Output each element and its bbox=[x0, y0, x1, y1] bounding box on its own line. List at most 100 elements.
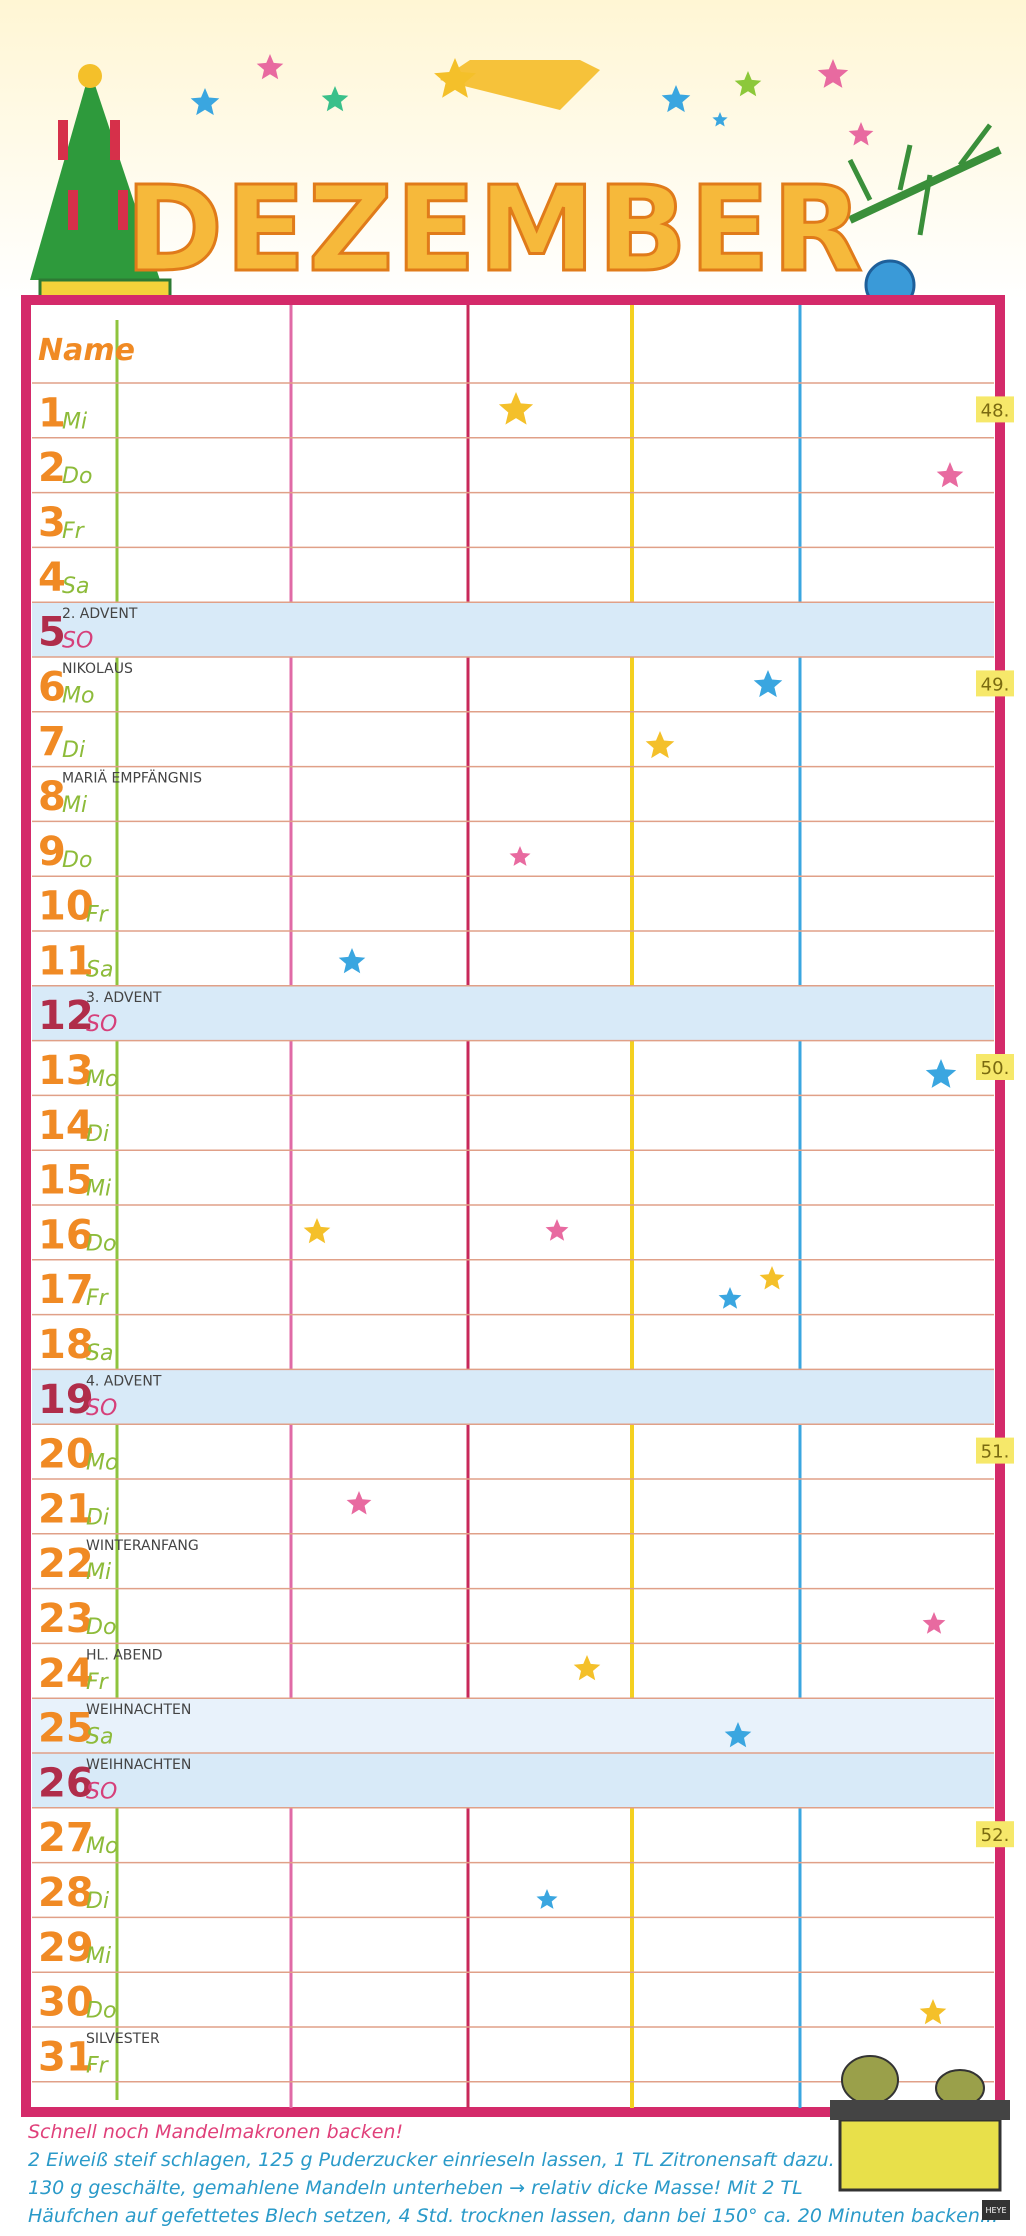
sunday-band bbox=[32, 1369, 994, 1425]
sunday-band bbox=[32, 1698, 994, 1753]
day-number: 17 bbox=[38, 1267, 94, 1313]
recipe-line: 2 Eiweiß steif schlagen, 125 g Puderzuck… bbox=[28, 2149, 835, 2171]
weekday: Di bbox=[86, 1889, 109, 1914]
day-note: HL. ABEND bbox=[86, 1647, 163, 1663]
day-number: 6 bbox=[38, 664, 66, 710]
sunday-band bbox=[32, 602, 994, 657]
weekday: Mi bbox=[62, 793, 87, 818]
star bbox=[545, 1219, 569, 1241]
weekday: Sa bbox=[86, 957, 113, 982]
day-note: WINTERANFANG bbox=[86, 1538, 199, 1554]
weekday: Do bbox=[62, 848, 92, 873]
star bbox=[509, 846, 531, 866]
day-number: 8 bbox=[38, 774, 66, 820]
recipe-title: Schnell noch Mandelmakronen backen! bbox=[28, 2121, 403, 2143]
weekday: Fr bbox=[86, 1286, 110, 1311]
day-number: 15 bbox=[38, 1158, 94, 1204]
day-number: 11 bbox=[38, 938, 94, 984]
weekday: SO bbox=[86, 1396, 117, 1421]
star bbox=[848, 122, 874, 146]
day-number: 27 bbox=[38, 1815, 94, 1861]
day-number: 21 bbox=[38, 1486, 94, 1532]
week-number: 52. bbox=[981, 1825, 1010, 1846]
day-number: 26 bbox=[38, 1760, 94, 1806]
weekday: Di bbox=[62, 738, 85, 763]
day-number: 20 bbox=[38, 1432, 94, 1478]
name-label: Name bbox=[38, 333, 135, 368]
star bbox=[573, 1655, 601, 1681]
day-note: 3. ADVENT bbox=[86, 990, 162, 1006]
week-tag bbox=[976, 670, 1014, 697]
star bbox=[936, 462, 964, 488]
weekday: Mo bbox=[86, 1451, 118, 1476]
sunday-band bbox=[32, 1753, 994, 1808]
star bbox=[321, 86, 349, 112]
star bbox=[724, 1722, 752, 1748]
week-number: 49. bbox=[981, 674, 1010, 695]
star bbox=[817, 59, 849, 88]
star bbox=[303, 1218, 331, 1244]
weekday: Mo bbox=[62, 683, 94, 708]
star bbox=[498, 392, 534, 425]
star bbox=[256, 54, 284, 80]
day-number: 3 bbox=[38, 500, 66, 546]
day-number: 12 bbox=[38, 993, 94, 1039]
day-number: 5 bbox=[38, 610, 66, 656]
star bbox=[922, 1612, 946, 1634]
star bbox=[338, 948, 366, 974]
day-number: 16 bbox=[38, 1212, 94, 1258]
week-tag bbox=[976, 1821, 1014, 1848]
day-note: 4. ADVENT bbox=[86, 1373, 162, 1389]
weekday: Fr bbox=[62, 519, 86, 544]
logo: HEYE bbox=[985, 2206, 1006, 2215]
weekday: Di bbox=[86, 1505, 109, 1530]
day-note: SILVESTER bbox=[86, 2031, 160, 2047]
day-number: 25 bbox=[38, 1706, 94, 1752]
month-title: DEZEMBER bbox=[125, 160, 865, 298]
weekday: SO bbox=[86, 1012, 117, 1037]
star bbox=[434, 58, 476, 98]
weekday: Mi bbox=[86, 1177, 111, 1202]
weekday: Do bbox=[62, 464, 92, 489]
star bbox=[536, 1889, 558, 1909]
day-number: 2 bbox=[38, 445, 66, 491]
weekday: Fr bbox=[86, 2053, 110, 2078]
day-number: 1 bbox=[38, 390, 66, 436]
star bbox=[190, 88, 220, 116]
weekday: Fr bbox=[86, 1670, 110, 1695]
recipe-line: Häufchen auf gefettetes Blech setzen, 4 … bbox=[28, 2205, 998, 2227]
day-note: NIKOLAUS bbox=[62, 661, 133, 677]
star bbox=[753, 670, 783, 698]
weekday: Fr bbox=[86, 903, 110, 928]
weekday: Do bbox=[86, 1231, 116, 1256]
weekday: Do bbox=[86, 1999, 116, 2024]
day-number: 22 bbox=[38, 1541, 94, 1587]
week-tag bbox=[976, 396, 1014, 423]
day-number: 18 bbox=[38, 1322, 94, 1368]
weekday: Mo bbox=[86, 1834, 118, 1859]
weekday: Sa bbox=[86, 1725, 113, 1750]
day-number: 29 bbox=[38, 1925, 94, 1971]
star bbox=[919, 1999, 947, 2025]
weekday: Mo bbox=[86, 1067, 118, 1092]
week-number: 50. bbox=[981, 1058, 1010, 1079]
day-number: 4 bbox=[38, 555, 66, 601]
weekday: Mi bbox=[86, 1560, 111, 1585]
day-note: WEIHNACHTEN bbox=[86, 1702, 191, 1718]
star bbox=[759, 1266, 785, 1290]
frame bbox=[21, 295, 1005, 2117]
weekday: Sa bbox=[86, 1341, 113, 1366]
week-tag bbox=[976, 1437, 1014, 1464]
day-number: 30 bbox=[38, 1980, 94, 2026]
logo-box bbox=[982, 2200, 1010, 2220]
weekday: Sa bbox=[62, 574, 89, 599]
day-number: 14 bbox=[38, 1103, 94, 1149]
header-bg bbox=[0, 0, 1026, 300]
day-number: 13 bbox=[38, 1048, 94, 1094]
star bbox=[718, 1287, 742, 1309]
sunday-band bbox=[32, 985, 994, 1041]
weekday: Do bbox=[86, 1615, 116, 1640]
weekday: SO bbox=[62, 629, 93, 654]
comet bbox=[440, 60, 600, 110]
